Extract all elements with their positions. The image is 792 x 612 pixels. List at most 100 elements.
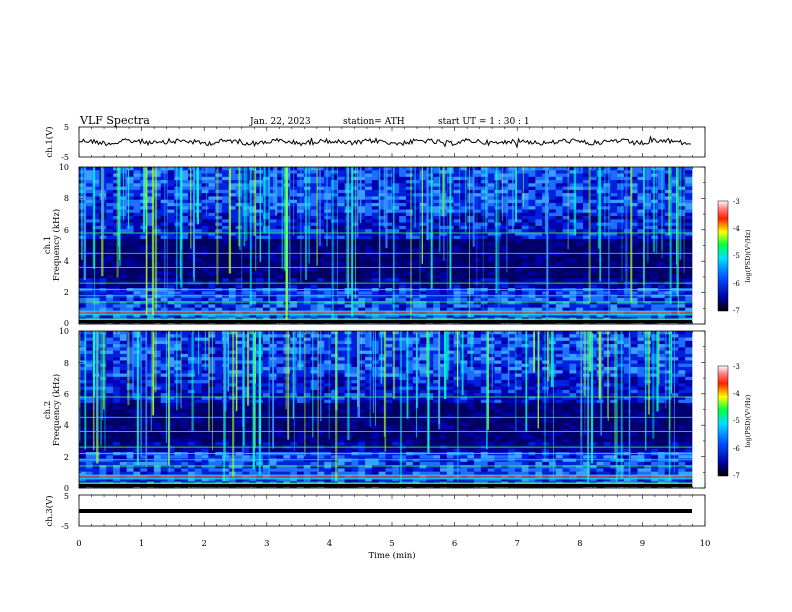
spectrogram-cell (678, 255, 686, 259)
spectrogram-cell (153, 255, 162, 259)
spectrogram-cell (303, 297, 311, 302)
spectrogram-cell (610, 219, 618, 223)
spectrogram-cell (494, 202, 502, 207)
spectrogram-cell (365, 225, 373, 230)
spectrogram-cell (106, 344, 114, 348)
spectrogram-cell (365, 301, 373, 305)
spectrogram-cell (433, 274, 441, 279)
spectrogram-cell (365, 193, 373, 197)
spectrogram-cell (303, 248, 311, 253)
spectrogram-cell (181, 196, 189, 201)
spectrogram-cell (201, 304, 209, 308)
spectrogram-cell (405, 340, 414, 345)
spectrogram-cell (480, 334, 488, 338)
spectrogram-cell (92, 248, 100, 253)
spectrogram-cell (358, 278, 366, 282)
spectrogram-cell (208, 297, 216, 302)
spectrogram-cell (303, 193, 311, 197)
spectrogram-cell (405, 196, 414, 201)
spectrogram-cell (351, 301, 359, 305)
spectrogram-cell (671, 229, 679, 233)
spectrogram-cell (548, 238, 557, 243)
spectrogram-cell (215, 297, 223, 302)
spectrogram-cell (453, 196, 461, 201)
spectrogram-cell (412, 304, 420, 308)
spectrogram-cell (528, 206, 536, 210)
spectrogram-cell (494, 216, 502, 220)
spectrogram-cell (508, 193, 516, 197)
spectrogram-cell (630, 242, 638, 246)
spectrogram-cell (685, 222, 693, 227)
spectrogram-cell (562, 176, 570, 181)
spectrogram-cell (664, 291, 672, 295)
spectrogram-cell (358, 180, 366, 184)
spectrogram-cell (576, 248, 584, 253)
spectrogram-cell (194, 278, 202, 282)
spectrogram-cell (474, 304, 482, 308)
spectrogram-cell (589, 304, 597, 308)
spectrogram-cell (126, 232, 134, 236)
spectrogram-cell (603, 238, 611, 243)
spectrogram-cell (215, 189, 223, 194)
spectrogram-cell (623, 344, 631, 348)
spectrogram-cell (140, 337, 148, 342)
spectrogram-cell (181, 235, 189, 240)
spectrogram-cell (371, 297, 379, 302)
spectrogram-cell (283, 340, 291, 345)
spectrogram-cell (181, 297, 189, 302)
spectrogram-cell (324, 258, 332, 263)
spectrogram-cell (153, 229, 162, 233)
spectrogram-cell (548, 268, 557, 272)
spectrogram-cell (528, 297, 536, 302)
spectrogram-cell (153, 222, 162, 227)
spectrogram-cell (583, 337, 591, 342)
spectrogram-cell (153, 189, 162, 194)
spectrogram-cell (576, 278, 584, 282)
spectrogram-cell (85, 301, 93, 305)
spectrogram-cell (215, 183, 223, 187)
spectrogram-cell (405, 180, 414, 184)
spectrogram-cell (392, 245, 400, 250)
spectrogram-cell (79, 261, 87, 266)
spectrogram-cell (187, 265, 196, 269)
spectrogram-cell (433, 189, 441, 194)
spectrogram-cell (331, 297, 339, 302)
spectrogram-cell (664, 206, 672, 210)
spectrogram-cell (187, 176, 196, 181)
spectrogram-cell (119, 284, 127, 289)
spectrogram-cell (262, 183, 271, 187)
spectrogram-cell (583, 196, 591, 201)
spectrogram-cell (637, 297, 645, 302)
spectrogram-cell (487, 347, 495, 351)
spectrogram-cell (262, 235, 271, 240)
spectrogram-cell (181, 176, 189, 181)
ch1-ytick-10: 10 (59, 163, 69, 172)
spectrogram-cell (630, 278, 638, 282)
spectrogram-cell (528, 274, 536, 279)
spectrogram-cell (589, 232, 597, 236)
spectrogram-cell (569, 189, 577, 194)
spectrogram-cell (439, 297, 448, 302)
spectrogram-cell (637, 176, 645, 181)
spectrogram-cell (657, 304, 666, 308)
spectrogram-cell (385, 229, 393, 233)
spectrogram-cell (365, 216, 373, 220)
spectrogram-cell (262, 189, 271, 194)
spectrogram-cell (303, 229, 311, 233)
spectrogram-cell (222, 180, 230, 184)
spectrogram-cell (392, 222, 400, 227)
spectrogram-cell (514, 196, 523, 201)
spectrogram-cell (351, 340, 359, 345)
spectrogram-cell (487, 255, 495, 259)
spectrogram-cell (637, 209, 645, 214)
spectrogram-cell (358, 206, 366, 210)
spectrogram-cell (528, 294, 536, 299)
spectrogram-cell (392, 173, 400, 178)
spectrogram-cell (514, 229, 523, 233)
spectrogram-cell (480, 193, 488, 197)
spectrogram-cell (167, 258, 175, 263)
spectrogram-cell (126, 274, 134, 279)
spectrogram-cell (215, 340, 223, 345)
spectrogram-cell (181, 291, 189, 295)
spectrogram-cell (589, 271, 597, 276)
